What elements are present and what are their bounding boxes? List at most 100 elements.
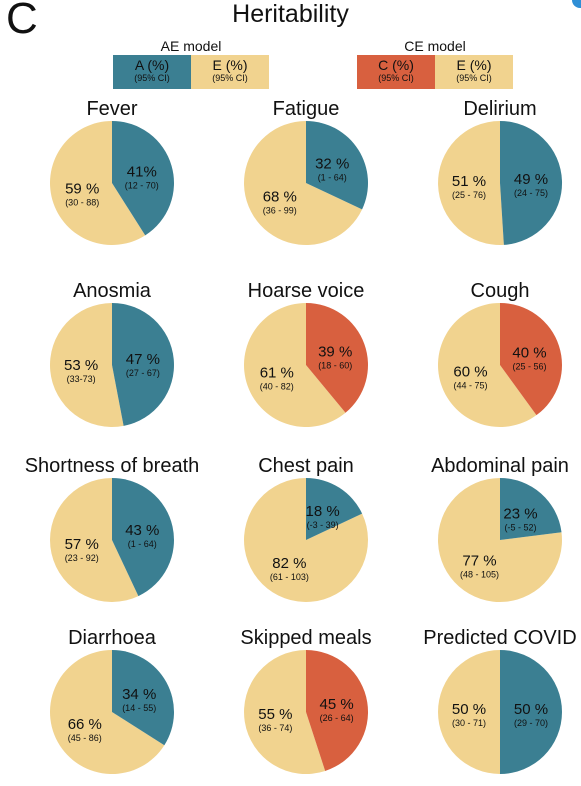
pie-fever: Fever 41%(12 - 70) 59 %(30 - 88) xyxy=(50,98,175,245)
value-label-cough-c: 40 % xyxy=(512,344,546,361)
ci-label-fatigue-a: (1 - 64) xyxy=(318,172,347,182)
slice-skipped-meals-e xyxy=(244,650,326,774)
slice-fatigue-a xyxy=(306,121,369,210)
slice-delirium-e xyxy=(438,121,504,245)
value-label-shortness-of-breath-a: 43 % xyxy=(125,522,159,539)
legend-ae-model: AE model A (%) (95% CI) E (%) (95% CI) xyxy=(113,38,269,89)
slice-diarrhoea-a xyxy=(112,650,175,746)
legend-ae-e-ci: (95% CI) xyxy=(212,73,248,83)
pie-delirium: Delirium 49 %(24 - 75) 51 %(25 - 76) xyxy=(438,98,563,245)
ci-label-fatigue-e: (36 - 99) xyxy=(263,206,297,216)
pie-title-fever: Fever xyxy=(86,98,137,120)
pie-hoarse-voice: Hoarse voice 39 %(18 - 60) 61 %(40 - 82) xyxy=(243,280,368,427)
legend-ae-a-box: A (%) (95% CI) xyxy=(113,55,191,89)
value-label-fever-a: 41% xyxy=(127,163,157,180)
ci-label-hoarse-voice-e: (40 - 82) xyxy=(260,382,294,392)
value-label-diarrhoea-e: 66 % xyxy=(68,716,102,733)
legend-ce-e-box: E (%) (95% CI) xyxy=(435,55,513,89)
value-label-fatigue-e: 68 % xyxy=(263,189,297,206)
legend-ae-title: AE model xyxy=(160,38,222,54)
pie-fatigue: Fatigue 32 %(1 - 64) 68 %(36 - 99) xyxy=(244,98,369,246)
ci-label-anosmia-e: (33-73) xyxy=(67,374,96,384)
ci-label-diarrhoea-a: (14 - 55) xyxy=(122,703,156,713)
slice-fever-a xyxy=(112,121,175,236)
ci-label-delirium-e: (25 - 76) xyxy=(452,190,486,200)
slice-diarrhoea-e xyxy=(50,650,165,774)
slice-delirium-a xyxy=(500,120,563,245)
value-label-skipped-meals-c: 45 % xyxy=(319,696,353,713)
ci-label-chest-pain-e: (61 - 103) xyxy=(270,572,309,582)
pie-title-shortness-of-breath: Shortness of breath xyxy=(25,455,200,477)
value-label-anosmia-a: 47 % xyxy=(126,351,160,368)
value-label-fever-e: 59 % xyxy=(65,181,99,198)
ci-label-cough-e: (44 - 75) xyxy=(453,381,487,391)
value-label-skipped-meals-e: 55 % xyxy=(258,706,292,723)
value-label-delirium-e: 51 % xyxy=(452,173,486,190)
slice-shortness-of-breath-a xyxy=(112,478,175,597)
ci-label-delirium-a: (24 - 75) xyxy=(514,188,548,198)
ci-label-diarrhoea-e: (45 - 86) xyxy=(68,733,102,743)
pie-diarrhoea: Diarrhoea 34 %(14 - 55) 66 %(45 - 86) xyxy=(50,627,175,774)
ci-label-hoarse-voice-c: (18 - 60) xyxy=(318,361,352,371)
slice-anosmia-e xyxy=(49,303,124,427)
ci-label-predicted-covid-a: (29 - 70) xyxy=(514,718,548,728)
ci-label-fever-e: (30 - 88) xyxy=(65,198,99,208)
slice-abdominal-pain-a xyxy=(500,478,562,540)
slice-cough-c xyxy=(500,303,562,416)
legend-ce-c-ci: (95% CI) xyxy=(378,73,414,83)
pie-cough: Cough 40 %(25 - 56) 60 %(44 - 75) xyxy=(437,280,562,427)
panel-letter: C xyxy=(6,0,38,43)
pie-title-chest-pain: Chest pain xyxy=(258,455,354,477)
value-label-abdominal-pain-e: 77 % xyxy=(462,552,496,569)
slice-skipped-meals-c xyxy=(306,649,369,771)
legend-ae-e-box: E (%) (95% CI) xyxy=(191,55,269,89)
slice-abdominal-pain-e xyxy=(437,477,562,602)
ci-label-shortness-of-breath-e: (23 - 92) xyxy=(65,553,99,563)
value-label-fatigue-a: 32 % xyxy=(315,155,349,172)
value-label-delirium-a: 49 % xyxy=(514,171,548,188)
pie-title-anosmia: Anosmia xyxy=(73,280,152,302)
slice-anosmia-a xyxy=(112,303,174,426)
pie-title-hoarse-voice: Hoarse voice xyxy=(248,280,365,302)
slice-shortness-of-breath-e xyxy=(50,478,139,602)
slice-cough-e xyxy=(437,303,537,427)
pie-anosmia: Anosmia 47 %(27 - 67) 53 %(33-73) xyxy=(49,280,174,427)
pie-chest-pain: Chest pain 18 %(-3 - 39) 82 %(61 - 103) xyxy=(244,455,369,602)
slice-chest-pain-a xyxy=(306,478,363,540)
pie-title-delirium: Delirium xyxy=(463,98,536,120)
slice-hoarse-voice-c xyxy=(306,303,368,413)
legend-ce-c-label: C (%) xyxy=(378,57,414,73)
value-label-chest-pain-e: 82 % xyxy=(272,555,306,572)
legend-ce-c-box: C (%) (95% CI) xyxy=(357,55,435,89)
value-label-abdominal-pain-a: 23 % xyxy=(503,506,537,523)
figure-title: Heritability xyxy=(232,0,349,28)
legend-ce-title: CE model xyxy=(404,38,466,54)
slice-fatigue-e xyxy=(244,121,363,246)
corner-decoration xyxy=(572,0,581,8)
pie-skipped-meals: Skipped meals 45 %(26 - 64) 55 %(36 - 74) xyxy=(240,627,372,774)
value-label-predicted-covid-a: 50 % xyxy=(514,701,548,718)
pie-shortness-of-breath: Shortness of breath 43 %(1 - 64) 57 %(23 -… xyxy=(25,455,200,602)
value-label-diarrhoea-a: 34 % xyxy=(122,686,156,703)
pie-title-fatigue: Fatigue xyxy=(273,98,340,120)
pie-title-predicted-covid: Predicted COVID xyxy=(423,627,576,649)
value-label-cough-e: 60 % xyxy=(453,364,487,381)
ci-label-anosmia-a: (27 - 67) xyxy=(126,368,160,378)
legend-ae-a-ci: (95% CI) xyxy=(134,73,170,83)
value-label-chest-pain-a: 18 % xyxy=(305,503,339,520)
value-label-hoarse-voice-e: 61 % xyxy=(260,365,294,382)
ci-label-cough-c: (25 - 56) xyxy=(512,361,546,371)
ci-label-fever-a: (12 - 70) xyxy=(125,180,159,190)
pie-title-skipped-meals: Skipped meals xyxy=(240,627,371,649)
value-label-hoarse-voice-c: 39 % xyxy=(318,344,352,361)
slice-predicted-covid-a xyxy=(500,650,562,774)
ci-label-skipped-meals-e: (36 - 74) xyxy=(258,723,292,733)
legend-ce-e-ci: (95% CI) xyxy=(456,73,492,83)
value-label-anosmia-e: 53 % xyxy=(64,357,98,374)
slice-hoarse-voice-e xyxy=(243,303,346,427)
legend-ce-model: CE model C (%) (95% CI) E (%) (95% CI) xyxy=(357,38,513,89)
ci-label-predicted-covid-e: (30 - 71) xyxy=(452,718,486,728)
legend-ae-a-label: A (%) xyxy=(134,57,170,73)
legend-ae-e-label: E (%) xyxy=(212,57,248,73)
